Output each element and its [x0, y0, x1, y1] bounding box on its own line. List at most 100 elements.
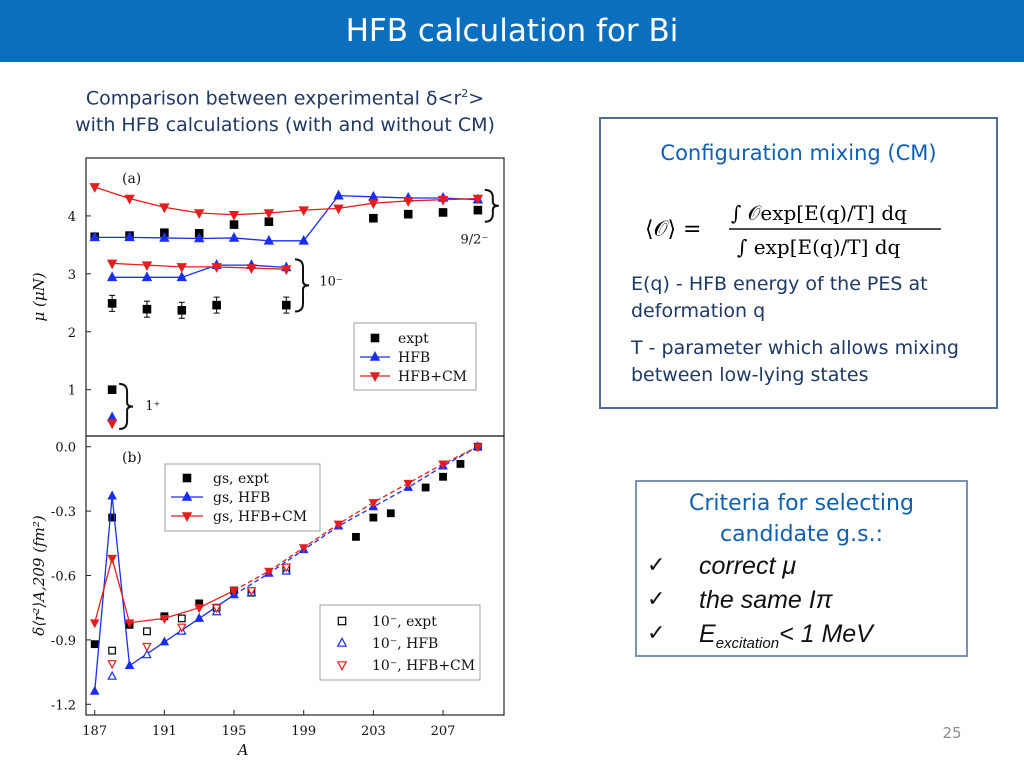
formula-denominator: ∫ exp[E(q)/T] dq: [737, 235, 901, 259]
point-gs-HFB: [89, 685, 100, 695]
point-gs-HFB-CM: [124, 619, 135, 629]
checkmark-icon: ✓: [647, 586, 666, 611]
checkmark-icon: ✓: [647, 552, 666, 577]
legend-marker: [337, 616, 347, 626]
point-HFB-CM: [403, 197, 414, 207]
cm-box-title: Configuration mixing (CM): [660, 141, 937, 165]
point-HFB-CM: [281, 265, 292, 276]
point-gs-HFB-CM: [229, 587, 239, 597]
point-HFB: [228, 231, 240, 242]
point-expt: [403, 209, 413, 219]
point-HFB-CM: [176, 263, 187, 273]
intro-text: Comparison between experimental δ<r2> wi…: [30, 80, 540, 139]
point-gs-HFB: [159, 636, 170, 646]
point-gs-HFB-CM: [107, 554, 117, 564]
energy-limit: < 1 MeV: [779, 620, 873, 648]
point-10-expt: [177, 614, 186, 623]
panel-b-xtick-label: 195: [222, 724, 247, 739]
point-HFB-CM: [437, 195, 449, 206]
point-gs-HFB-CM: [194, 604, 205, 614]
panel-a-ytick-label: 4: [68, 210, 76, 225]
point-10-HFB-CM: [107, 660, 117, 670]
line-HFB: [94, 194, 478, 242]
formula-lhs: ⟨𝒪⟩ =: [645, 217, 701, 242]
point-expt: [438, 208, 448, 217]
line-gs-HFB-CM: [94, 555, 235, 624]
criteria-item-mu-text: correct μ: [699, 552, 797, 580]
point-expt: [264, 217, 274, 227]
criteria-box: Criteria for selecting candidate g.s.: ✓…: [635, 480, 968, 657]
point-gs-expt: [386, 509, 395, 518]
intro-superscript: 2: [461, 87, 469, 100]
point-gs-HFB: [194, 612, 205, 622]
legend-label: HFB: [398, 350, 430, 366]
point-HFB-CM: [368, 199, 379, 210]
point-HFB: [263, 234, 275, 245]
point-HFB: [89, 231, 100, 242]
point-expt: [369, 213, 378, 223]
legend-label: 10⁻, expt: [372, 614, 437, 630]
legend-label: 10⁻, HFB+CM: [372, 658, 475, 674]
point-HFB-CM: [106, 419, 118, 430]
energy-symbol: E: [699, 620, 716, 648]
criteria-item-spin: ✓ the same Iπ: [647, 586, 967, 620]
intro-line-1-text: Comparison between experimental δ<r: [85, 87, 462, 110]
panel-b-ytick-label: -0.6: [51, 570, 76, 585]
point-gs-HFB-CM: [333, 520, 344, 530]
point-expt: [142, 304, 152, 314]
title-bar: [0, 0, 1024, 62]
point-gs-HFB-CM: [473, 443, 483, 453]
point-10-HFB: [142, 649, 152, 659]
point-gs-expt: [421, 483, 430, 492]
point-HFB: [194, 232, 205, 243]
point-gs-HFB-CM: [298, 544, 309, 554]
legend-label: HFB+CM: [398, 369, 467, 385]
point-HFB-CM: [194, 209, 205, 219]
point-10-HFB-CM: [211, 604, 222, 614]
point-expt: [281, 300, 291, 310]
point-gs-HFB: [124, 660, 135, 670]
dashed-line-gs-HFB: [233, 446, 479, 596]
legend-marker: [182, 473, 192, 483]
point-expt: [107, 299, 117, 308]
criteria-item-mu: ✓ correct μ: [647, 552, 967, 586]
panel-a-ytick-label: 2: [68, 326, 76, 341]
legend-marker: [336, 661, 348, 671]
point-HFB: [176, 271, 187, 282]
group-label-9-2: 9/2⁻: [461, 233, 489, 248]
criteria-item-energy-text: Eexcitation< 1 MeV: [699, 620, 873, 652]
point-HFB: [368, 190, 379, 201]
page-number: 25: [942, 724, 962, 742]
point-gs-HFB-CM: [403, 479, 414, 489]
panel-b-xtick-label: 191: [152, 724, 177, 739]
point-HFB-CM: [228, 210, 240, 221]
line-HFB: [112, 264, 287, 278]
point-HFB-CM: [89, 183, 100, 193]
point-HFB-CM: [124, 194, 135, 205]
panel-b-ytick-label: -0.3: [51, 505, 76, 520]
legend-label: gs, HFB: [213, 490, 270, 506]
point-gs-HFB-CM: [159, 615, 170, 624]
group-label-10: 10⁻: [319, 274, 342, 289]
panel-b-ytick-label: -0.9: [51, 634, 76, 649]
point-10-expt: [108, 646, 117, 655]
point-gs-expt: [108, 513, 117, 522]
point-gs-expt: [352, 532, 360, 541]
panel-a-ytick-label: 1: [68, 384, 76, 399]
cm-formula: ⟨𝒪⟩ = ∫ 𝒪exp[E(q)/T] dq ∫ exp[E(q)/T] dq: [645, 201, 941, 259]
intro-line-1: Comparison between experimental δ<r2>: [30, 80, 540, 112]
point-HFB-CM: [106, 259, 118, 270]
panel-a-ylabel: μ (μN): [30, 272, 48, 321]
point-gs-HFB: [107, 490, 117, 500]
point-HFB-CM: [141, 261, 153, 272]
point-expt: [212, 300, 221, 310]
mu-and-radius-figure: (a) 1 2 3 4 μ (μN) 9/2⁻ 10⁻ 1⁺ expt HFB HFB+CM (b) 0.…: [30, 157, 505, 758]
panel-b-ytick-label: 0.0: [55, 441, 76, 456]
energy-subscript: excitation: [715, 635, 780, 652]
group-label-1: 1⁺: [145, 399, 160, 414]
checkmark-icon: ✓: [647, 620, 666, 645]
criteria-item-spin-text: the same Iπ: [699, 586, 833, 614]
legend-label: gs, HFB+CM: [213, 509, 307, 525]
point-HFB-CM: [472, 194, 484, 205]
point-gs-expt: [90, 640, 99, 649]
